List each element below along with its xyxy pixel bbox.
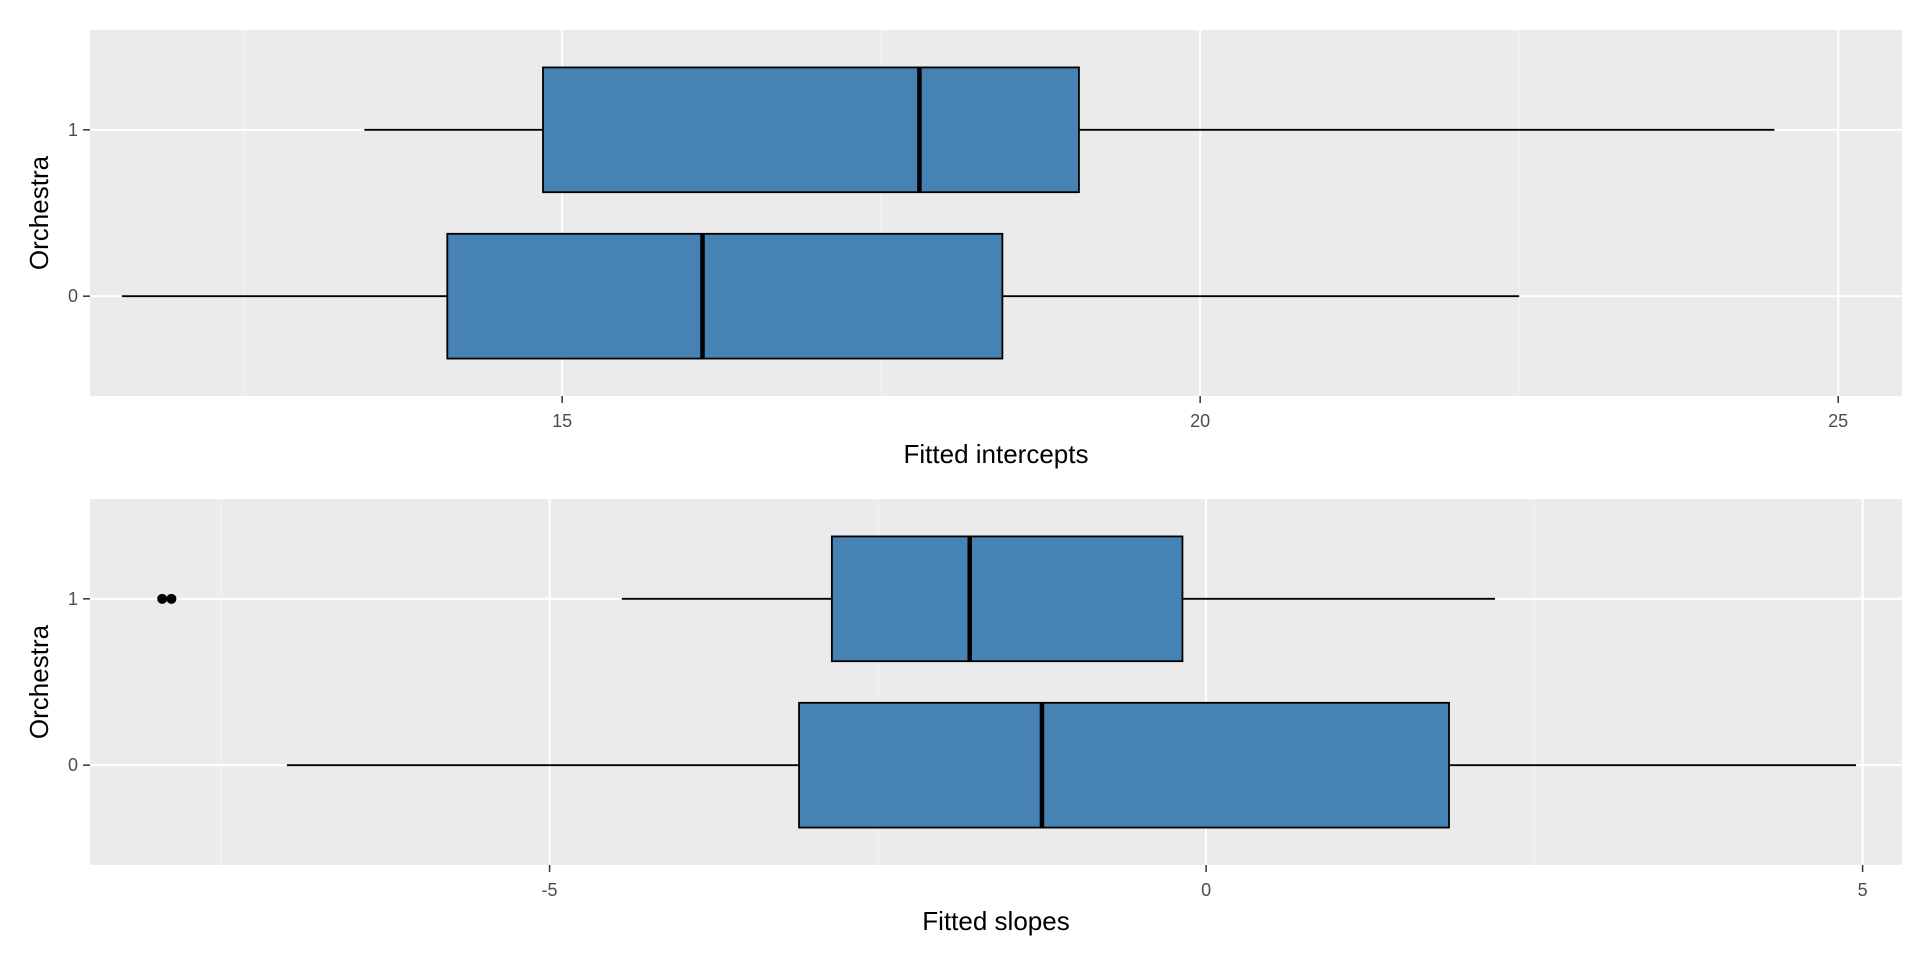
x-tick-label: 0	[1201, 880, 1211, 900]
x-tick-label: 5	[1858, 880, 1868, 900]
y-tick-label: 0	[68, 755, 78, 775]
slopes-panel: -5 0 5 0 1 Fitted slopes Orchestra	[24, 499, 1902, 936]
y-tick-label: 0	[68, 286, 78, 306]
x-tick-label: 15	[552, 411, 572, 431]
y-axis-title: Orchestra	[24, 155, 54, 270]
box-0	[286, 701, 1857, 829]
box-1	[157, 535, 1495, 663]
box-iqr	[798, 701, 1450, 829]
box-1	[364, 66, 1775, 194]
y-tick-label: 1	[68, 120, 78, 140]
y-tick-label: 1	[68, 589, 78, 609]
x-axis-title: Fitted slopes	[922, 906, 1069, 936]
box-iqr	[446, 232, 1004, 360]
box-iqr	[830, 535, 1184, 663]
outlier-point	[157, 593, 168, 604]
x-tick-label: 25	[1828, 411, 1848, 431]
box-iqr	[542, 66, 1080, 194]
x-tick-label: 20	[1190, 411, 1210, 431]
outlier-point	[166, 593, 177, 604]
intercepts-panel: 15 20 25 0 1 Fitted intercepts Orchestra	[24, 30, 1902, 469]
x-axis-title: Fitted intercepts	[904, 439, 1089, 469]
y-axis-title: Orchestra	[24, 624, 54, 739]
x-tick-label: -5	[542, 880, 558, 900]
box-0	[121, 232, 1520, 360]
